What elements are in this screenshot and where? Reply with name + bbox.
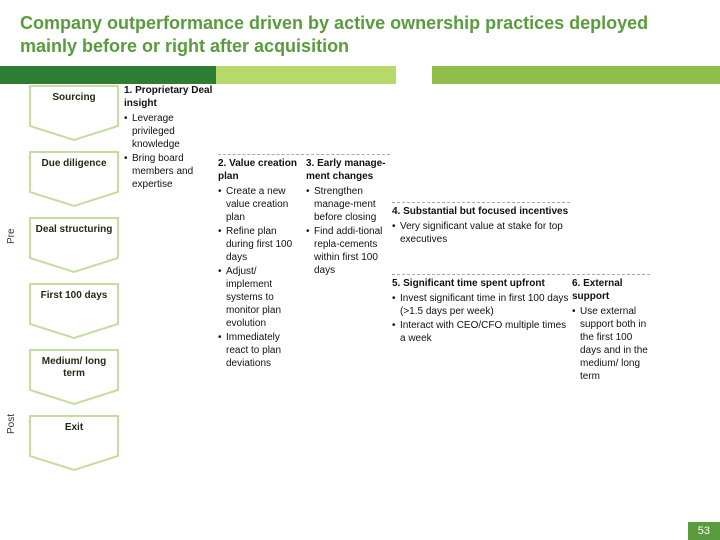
bullet-item: Find addi-tional repla-cements within fi… [306,225,390,277]
process-chevron: Medium/ long term [28,348,120,406]
phase-label: Pre [6,228,17,244]
bullet-item: Bring board members and expertise [124,152,216,191]
bullet-item: Invest significant time in first 100 day… [392,292,570,318]
bullet-item: Interact with CEO/CFO multiple times a w… [392,319,570,345]
chevron-label: First 100 days [32,290,116,302]
bullet-item: Very significant value at stake for top … [392,220,570,246]
column-block: 4. Substantial but focused incentives Ver… [392,202,570,246]
column-block: 1. Proprietary Deal insightLeverage priv… [124,84,216,191]
chevron-label: Due diligence [32,158,116,170]
chevron-label: Medium/ long term [32,356,116,379]
column-block: 5. Significant time spent upfront Invest … [392,274,570,345]
content-column: 3. Early manage-ment changesStrengthen m… [306,84,390,384]
block-heading: 4. Substantial but focused incentives [392,205,570,218]
bullet-list: Create a new value creation planRefine p… [218,185,304,370]
page-title: Company outperformance driven by active … [0,0,720,63]
process-chevron: Sourcing [28,84,120,142]
bullet-list: Very significant value at stake for top … [392,220,570,246]
phase-label: Post [6,414,17,434]
content-column: 2. Value creation planCreate a new value… [218,84,304,384]
page-number: 53 [688,522,720,540]
bullet-item: Strengthen manage-ment before closing [306,185,390,224]
process-chevron: First 100 days [28,282,120,340]
bullet-item: Immediately react to plan deviations [218,331,304,370]
bullet-item: Refine plan during first 100 days [218,225,304,264]
process-chevron: Due diligence [28,150,120,208]
content-column: 1. Proprietary Deal insightLeverage priv… [124,84,216,384]
block-heading: 2. Value creation plan [218,157,304,183]
process-chevron: Exit [28,414,120,472]
block-heading: 6. External support [572,277,650,303]
columns-container: 1. Proprietary Deal insightLeverage priv… [124,84,714,384]
chevron-label: Deal structuring [32,224,116,236]
content-column: 6. External supportUse external support … [572,84,650,384]
chevron-label: Sourcing [32,92,116,104]
bullet-list: Strengthen manage-ment before closingFin… [306,185,390,277]
bullet-item: Create a new value creation plan [218,185,304,224]
column-block: 6. External supportUse external support … [572,274,650,383]
bullet-item: Leverage privileged knowledge [124,112,216,151]
chevron-label: Exit [32,422,116,434]
bullet-list: Use external support both in the first 1… [572,305,650,383]
column-block: 2. Value creation planCreate a new value… [218,154,304,370]
bullet-item: Adjust/ implement systems to monitor pla… [218,265,304,330]
block-heading: 3. Early manage-ment changes [306,157,390,183]
bullet-list: Invest significant time in first 100 day… [392,292,570,345]
process-chevrons: Sourcing Due diligence Deal structuring … [28,84,120,480]
block-heading: 1. Proprietary Deal insight [124,84,216,110]
bullet-item: Use external support both in the first 1… [572,305,650,383]
content-area: Pre Post Sourcing Due diligence Deal stru… [0,84,720,540]
block-heading: 5. Significant time spent upfront [392,277,570,290]
content-column: 4. Substantial but focused incentives Ver… [392,84,570,384]
bullet-list: Leverage privileged knowledgeBring board… [124,112,216,191]
column-block: 3. Early manage-ment changesStrengthen m… [306,154,390,277]
process-chevron: Deal structuring [28,216,120,274]
decorative-band [0,66,720,84]
